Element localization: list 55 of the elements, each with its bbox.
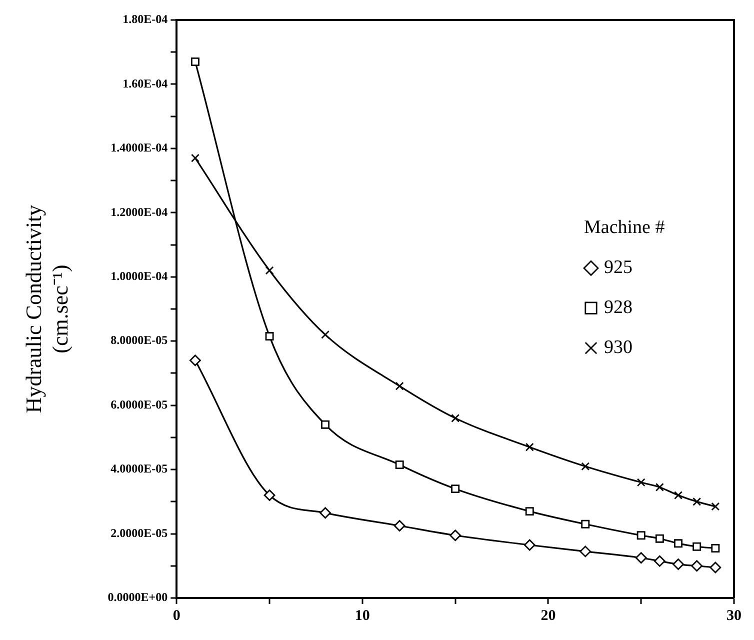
y-tick-label: 1.2000E-04 (110, 204, 168, 219)
point (580, 546, 592, 558)
point (320, 507, 331, 519)
legend-title: Machine # (584, 217, 666, 238)
y-tick-label: 8.0000E-05 (110, 333, 168, 348)
point (654, 555, 666, 567)
point (635, 552, 647, 564)
point (581, 462, 590, 471)
legend-label: 928 (604, 297, 632, 318)
point (672, 558, 684, 570)
point (395, 460, 404, 469)
legend-label: 925 (604, 257, 632, 278)
point (581, 520, 590, 528)
point (451, 484, 460, 494)
point (636, 531, 646, 540)
point (265, 266, 274, 275)
point (451, 414, 460, 422)
point (394, 520, 406, 532)
point (674, 491, 682, 500)
point (524, 539, 536, 551)
y-axis-title: Hydraulic Conductivity (cm.sec⁻¹) (20, 204, 72, 414)
point (450, 530, 462, 542)
x-tick-label: 10 (354, 608, 370, 624)
point (525, 507, 534, 516)
point (692, 542, 702, 551)
y-tick-label: 6.0000E-05 (110, 397, 168, 412)
point (190, 354, 201, 366)
x-tick-label: 30 (726, 608, 742, 624)
y-tick-label: 1.4000E-04 (110, 140, 168, 155)
point (692, 497, 702, 506)
point (674, 539, 682, 548)
point (710, 562, 722, 574)
point (655, 482, 664, 492)
point (321, 330, 330, 339)
point (655, 534, 664, 543)
y-tick-label: 0.0000E+00 (108, 590, 168, 604)
point (395, 382, 404, 390)
x-tick-label: 0 (172, 608, 180, 624)
point (636, 478, 646, 487)
point (264, 490, 276, 501)
point (190, 58, 200, 66)
y-tick-label: 1.60E-04 (122, 76, 168, 90)
x-tick-label: 20 (540, 608, 556, 624)
point (321, 420, 330, 429)
point (711, 502, 720, 511)
point (525, 442, 534, 452)
y-tick-label: 4.0000E-05 (110, 462, 168, 476)
point (190, 154, 200, 162)
y-tick-label: 1.80E-04 (122, 12, 168, 26)
point (691, 560, 703, 572)
legend-label: 930 (604, 337, 632, 358)
point (265, 332, 274, 341)
y-tick-label: 1.0000E-04 (110, 268, 168, 283)
point (711, 544, 720, 552)
y-tick-label: 2.0000E-05 (110, 526, 168, 540)
